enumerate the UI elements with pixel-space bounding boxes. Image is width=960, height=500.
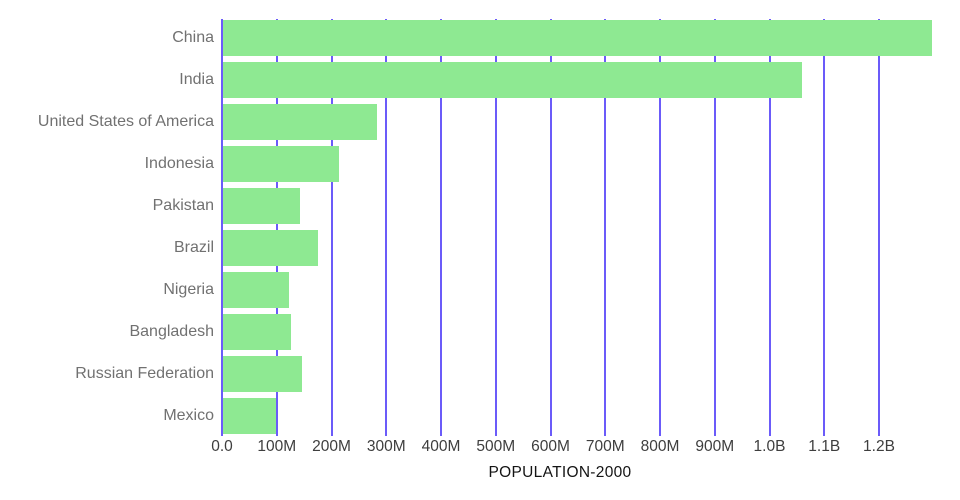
- gridline-1.1B: [823, 19, 826, 436]
- gridline-100M: [275, 19, 278, 436]
- category-label-russian-federation: Russian Federation: [75, 365, 214, 382]
- x-tick-label-0.0: 0.0: [211, 438, 233, 455]
- bar-russian-federation: [223, 356, 303, 392]
- x-tick-label-600M: 600M: [531, 438, 570, 455]
- x-tick-label-800M: 800M: [640, 438, 680, 455]
- gridline-600M: [549, 19, 552, 436]
- x-tick-label-900M: 900M: [695, 438, 735, 455]
- gridline-900M: [713, 19, 716, 436]
- category-label-india: India: [179, 71, 214, 88]
- gridline-400M: [440, 19, 442, 436]
- category-label-brazil: Brazil: [173, 239, 214, 256]
- x-tick-label-1.0B: 1.0B: [753, 438, 786, 455]
- bar-china: [223, 20, 932, 56]
- x-axis-title: POPULATION-2000: [488, 464, 632, 481]
- category-label-nigeria: Nigeria: [163, 281, 214, 298]
- category-label-china: China: [172, 29, 214, 46]
- plot-area: [221, 19, 942, 436]
- bar-indonesia: [223, 146, 339, 182]
- x-tick-label-100M: 100M: [257, 438, 297, 455]
- x-tick-label-1.2B: 1.2B: [863, 438, 895, 455]
- category-label-bangladesh: Bangladesh: [129, 323, 214, 340]
- gridline-300M: [385, 19, 388, 436]
- gridline-0.0: [221, 19, 223, 436]
- gridline-700M: [604, 19, 607, 436]
- x-tick-label-400M: 400M: [421, 438, 461, 455]
- x-tick-label-500M: 500M: [476, 438, 516, 455]
- x-tick-label-300M: 300M: [366, 438, 406, 455]
- x-tick-label-200M: 200M: [312, 438, 351, 455]
- bar-pakistan: [223, 188, 301, 224]
- gridline-200M: [330, 19, 333, 436]
- gridline-500M: [494, 19, 497, 436]
- bar-bangladesh: [223, 314, 292, 350]
- gridline-1.0B: [768, 19, 771, 436]
- category-label-united-states-of-america: United States of America: [37, 113, 214, 130]
- x-tick-label-1.1B: 1.1B: [808, 438, 841, 455]
- category-label-indonesia: Indonesia: [144, 155, 214, 172]
- bar-united-states-of-america: [223, 104, 377, 140]
- gridline-1.2B: [878, 19, 880, 436]
- bar-brazil: [223, 230, 318, 266]
- x-tick-label-700M: 700M: [585, 438, 625, 455]
- category-label-pakistan: Pakistan: [152, 197, 214, 214]
- bar-mexico: [223, 398, 277, 434]
- bar-india: [223, 62, 802, 98]
- category-label-mexico: Mexico: [163, 407, 214, 424]
- bar-nigeria: [223, 272, 289, 308]
- gridline-800M: [659, 19, 661, 436]
